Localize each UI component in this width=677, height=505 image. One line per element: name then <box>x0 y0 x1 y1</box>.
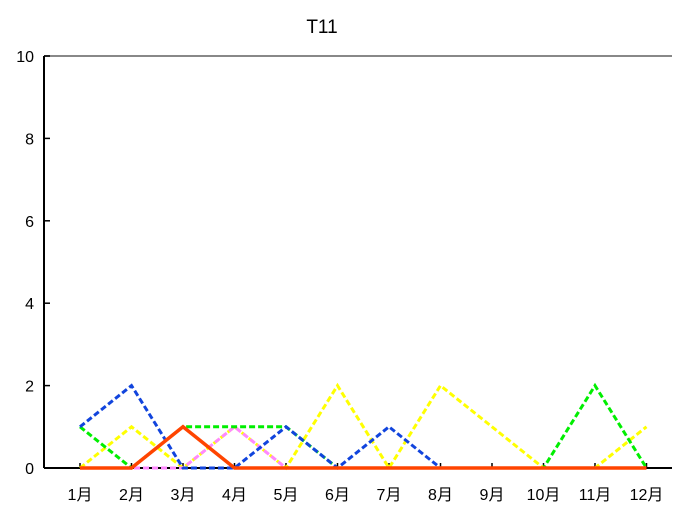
series-line-1 <box>79 382 648 471</box>
x-tick-label: 1月 <box>68 487 93 504</box>
y-tick-label: 0 <box>25 461 34 478</box>
x-tick-label: 11月 <box>579 487 612 504</box>
series-line-5 <box>80 424 647 470</box>
x-tick-label: 10月 <box>527 487 561 504</box>
y-tick-label: 8 <box>25 131 34 148</box>
x-tick-label: 4月 <box>222 487 247 504</box>
series-layer <box>79 382 648 471</box>
x-tick-label: 3月 <box>171 487 196 504</box>
y-tick-label: 6 <box>25 214 34 231</box>
y-tick-label: 10 <box>16 49 34 66</box>
x-tick-label: 12月 <box>630 487 664 504</box>
chart-title: T11 <box>306 17 337 38</box>
x-tick-label: 6月 <box>325 487 350 504</box>
x-tick-label: 8月 <box>428 487 453 504</box>
x-tick-label: 7月 <box>377 487 402 504</box>
y-tick-label: 2 <box>25 379 34 396</box>
x-tick-label: 5月 <box>274 487 299 504</box>
axes: 0 2 4 6 8 10 1月 2月 3月 4月 5月 6月 7月 8月 9月 10月 11月 12月 <box>16 49 672 504</box>
y-tick-label: 4 <box>25 296 34 313</box>
x-tick-label: 2月 <box>119 487 144 504</box>
x-tick-label: 9月 <box>480 487 505 504</box>
